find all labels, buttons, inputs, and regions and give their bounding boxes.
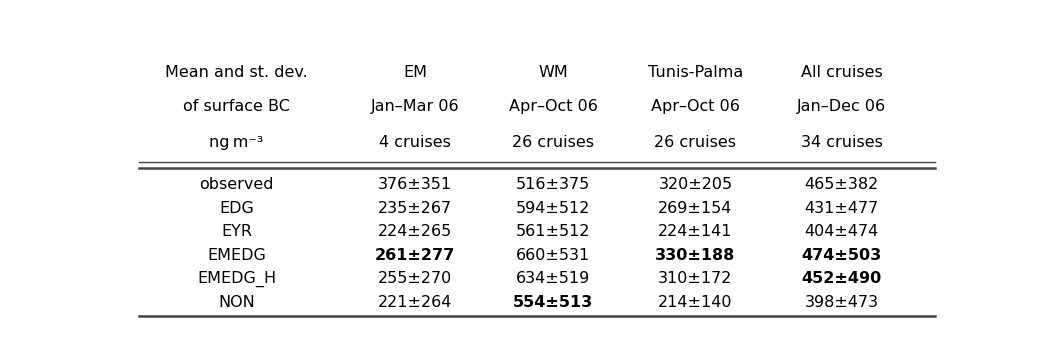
Text: WM: WM bbox=[539, 65, 568, 81]
Text: 4 cruises: 4 cruises bbox=[379, 135, 452, 150]
Text: 214±140: 214±140 bbox=[658, 295, 733, 310]
Text: 330±188: 330±188 bbox=[655, 248, 736, 263]
Text: Tunis-Palma: Tunis-Palma bbox=[648, 65, 743, 81]
Text: observed: observed bbox=[199, 177, 274, 192]
Text: 465±382: 465±382 bbox=[805, 177, 879, 192]
Text: 594±512: 594±512 bbox=[517, 201, 590, 216]
Text: All cruises: All cruises bbox=[801, 65, 882, 81]
Text: 398±473: 398±473 bbox=[805, 295, 878, 310]
Text: 310±172: 310±172 bbox=[658, 271, 733, 286]
Text: 255±270: 255±270 bbox=[378, 271, 453, 286]
Text: 474±503: 474±503 bbox=[802, 248, 881, 263]
Text: EYR: EYR bbox=[221, 224, 253, 239]
Text: 221±264: 221±264 bbox=[378, 295, 453, 310]
Text: EMEDG_H: EMEDG_H bbox=[197, 270, 277, 287]
Text: 452±490: 452±490 bbox=[802, 271, 881, 286]
Text: Jan–Dec 06: Jan–Dec 06 bbox=[798, 99, 887, 114]
Text: EMEDG: EMEDG bbox=[208, 248, 266, 263]
Text: 34 cruises: 34 cruises bbox=[801, 135, 882, 150]
Text: 261±277: 261±277 bbox=[375, 248, 456, 263]
Text: 269±154: 269±154 bbox=[658, 201, 733, 216]
Text: NON: NON bbox=[218, 295, 255, 310]
Text: 376±351: 376±351 bbox=[378, 177, 453, 192]
Text: 561±512: 561±512 bbox=[516, 224, 591, 239]
Text: 554±513: 554±513 bbox=[514, 295, 593, 310]
Text: 516±375: 516±375 bbox=[517, 177, 590, 192]
Text: 404±474: 404±474 bbox=[805, 224, 879, 239]
Text: Jan–Mar 06: Jan–Mar 06 bbox=[371, 99, 460, 114]
Text: 634±519: 634±519 bbox=[517, 271, 590, 286]
Text: Apr–Oct 06: Apr–Oct 06 bbox=[651, 99, 740, 114]
Text: EM: EM bbox=[403, 65, 428, 81]
Text: ng m⁻³: ng m⁻³ bbox=[210, 135, 264, 150]
Text: Mean and st. dev.: Mean and st. dev. bbox=[166, 65, 308, 81]
Text: 660±531: 660±531 bbox=[517, 248, 590, 263]
Text: 26 cruises: 26 cruises bbox=[512, 135, 594, 150]
Text: 431±477: 431±477 bbox=[805, 201, 879, 216]
Text: 320±205: 320±205 bbox=[658, 177, 733, 192]
Text: EDG: EDG bbox=[219, 201, 254, 216]
Text: of surface BC: of surface BC bbox=[183, 99, 290, 114]
Text: 26 cruises: 26 cruises bbox=[655, 135, 737, 150]
Text: Apr–Oct 06: Apr–Oct 06 bbox=[509, 99, 597, 114]
Text: 235±267: 235±267 bbox=[378, 201, 453, 216]
Text: 224±141: 224±141 bbox=[658, 224, 733, 239]
Text: 224±265: 224±265 bbox=[378, 224, 453, 239]
